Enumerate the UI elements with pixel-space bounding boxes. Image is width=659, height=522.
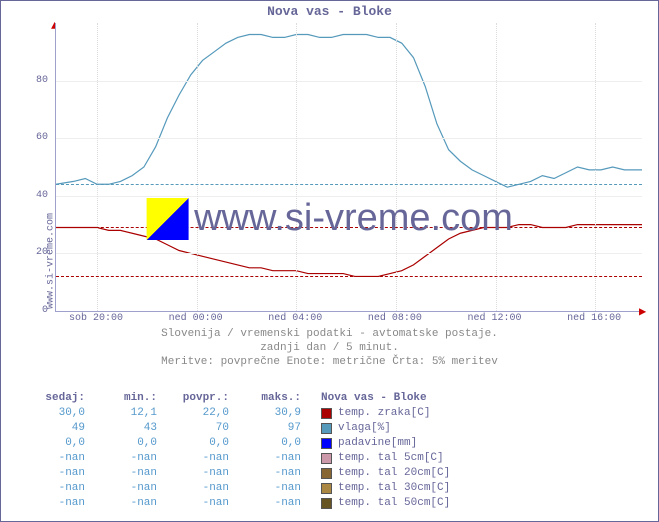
chart-container: Nova vas - Bloke www.si-vreme.com ▲ ▶ Sl…: [0, 0, 659, 522]
legend-item: temp. tal 5cm[C]: [321, 451, 450, 466]
table-cell: -nan: [169, 451, 229, 466]
series-svg: [56, 23, 642, 311]
xtick: ned 12:00: [467, 313, 523, 324]
table-cell: -nan: [97, 466, 157, 481]
table-cell: -nan: [169, 496, 229, 511]
legend-item: temp. tal 30cm[C]: [321, 481, 450, 496]
table-cell: 0,0: [97, 436, 157, 451]
table-cell: 97: [241, 421, 301, 436]
legend: Nova vas - Bloketemp. zraka[C]vlaga[%]pa…: [321, 391, 450, 511]
table-cell: -nan: [25, 481, 85, 496]
subtitle-line2: zadnji dan / 5 minut.: [1, 341, 658, 355]
table-cell: -nan: [25, 466, 85, 481]
legend-label: temp. tal 30cm[C]: [338, 481, 450, 496]
table-cell: -nan: [241, 481, 301, 496]
col-povpr: povpr.:22,0700,0-nan-nan-nan-nan: [169, 391, 229, 511]
legend-title: Nova vas - Bloke: [321, 391, 427, 406]
table-cell: -nan: [25, 496, 85, 511]
chart-title: Nova vas - Bloke: [1, 1, 658, 22]
table-cell: -nan: [25, 451, 85, 466]
table-cell: -nan: [169, 481, 229, 496]
legend-item: temp. tal 20cm[C]: [321, 466, 450, 481]
legend-swatch: [321, 438, 332, 449]
legend-swatch: [321, 483, 332, 494]
legend-label: temp. zraka[C]: [338, 406, 430, 421]
table-cell: 0,0: [169, 436, 229, 451]
table-cell: 49: [25, 421, 85, 436]
legend-label: vlaga[%]: [338, 421, 391, 436]
table-header: povpr.:: [169, 391, 229, 406]
table-cell: -nan: [241, 451, 301, 466]
plot-area: [55, 23, 642, 312]
legend-label: padavine[mm]: [338, 436, 417, 451]
subtitle-line3: Meritve: povprečne Enote: metrične Črta:…: [1, 355, 658, 369]
ytick: 80: [18, 75, 48, 86]
col-min: min.:12,1430,0-nan-nan-nan-nan: [97, 391, 157, 511]
ytick: 40: [18, 190, 48, 201]
table-cell: -nan: [97, 481, 157, 496]
table-cell: 30,0: [25, 406, 85, 421]
table-cell: 0,0: [241, 436, 301, 451]
table-cell: 0,0: [25, 436, 85, 451]
table-cell: -nan: [169, 466, 229, 481]
table-cell: -nan: [241, 496, 301, 511]
legend-label: temp. tal 50cm[C]: [338, 496, 450, 511]
ytick: 20: [18, 247, 48, 258]
legend-swatch: [321, 408, 332, 419]
table-header: sedaj:: [25, 391, 85, 406]
table-cell: -nan: [97, 451, 157, 466]
xtick: sob 20:00: [68, 313, 124, 324]
legend-swatch: [321, 453, 332, 464]
legend-label: temp. tal 5cm[C]: [338, 451, 444, 466]
table-header: min.:: [97, 391, 157, 406]
legend-item: temp. zraka[C]: [321, 406, 450, 421]
ytick: 60: [18, 132, 48, 143]
col-maks: maks.:30,9970,0-nan-nan-nan-nan: [241, 391, 301, 511]
vlaga-line: [56, 35, 642, 188]
xtick: ned 04:00: [267, 313, 323, 324]
table-cell: 22,0: [169, 406, 229, 421]
temp-line: [56, 225, 642, 277]
data-table: sedaj:30,0490,0-nan-nan-nan-nan min.:12,…: [25, 391, 450, 511]
xtick: ned 16:00: [566, 313, 622, 324]
col-sedaj: sedaj:30,0490,0-nan-nan-nan-nan: [25, 391, 85, 511]
table-cell: -nan: [241, 466, 301, 481]
table-cell: -nan: [97, 496, 157, 511]
xtick: ned 08:00: [367, 313, 423, 324]
table-cell: 30,9: [241, 406, 301, 421]
x-axis-arrow: ▶: [639, 304, 646, 319]
ytick: 0: [18, 305, 48, 316]
subtitle-line1: Slovenija / vremenski podatki - avtomats…: [1, 327, 658, 341]
xtick: ned 00:00: [168, 313, 224, 324]
legend-swatch: [321, 498, 332, 509]
legend-swatch: [321, 468, 332, 479]
table-cell: 70: [169, 421, 229, 436]
table-header: maks.:: [241, 391, 301, 406]
legend-label: temp. tal 20cm[C]: [338, 466, 450, 481]
table-cell: 12,1: [97, 406, 157, 421]
legend-swatch: [321, 423, 332, 434]
legend-item: vlaga[%]: [321, 421, 450, 436]
legend-item: padavine[mm]: [321, 436, 450, 451]
legend-item: temp. tal 50cm[C]: [321, 496, 450, 511]
subtitle-block: Slovenija / vremenski podatki - avtomats…: [1, 327, 658, 369]
table-cell: 43: [97, 421, 157, 436]
